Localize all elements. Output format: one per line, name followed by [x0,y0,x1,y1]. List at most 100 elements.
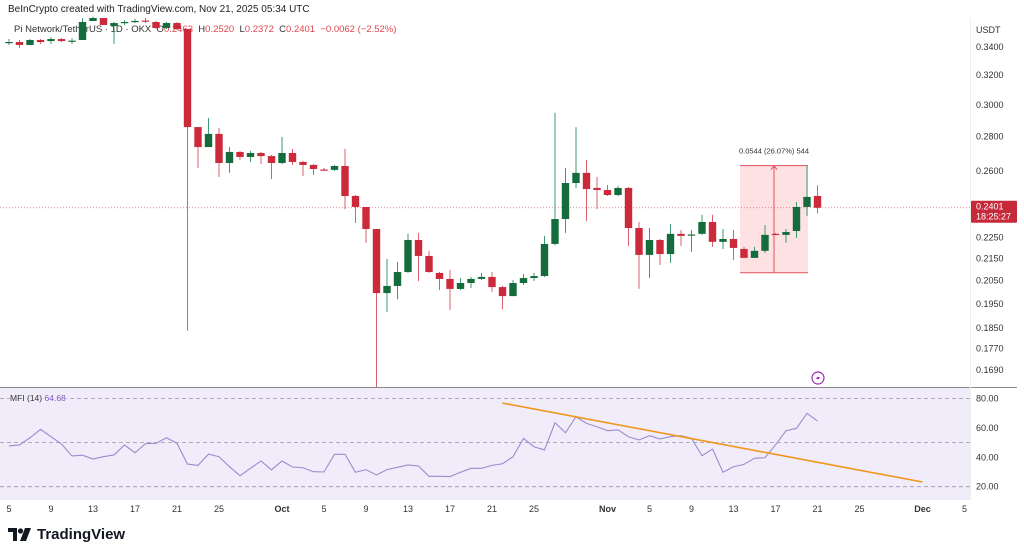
candle-body [803,196,811,207]
date-tick-label: 5 [6,504,11,514]
candle [414,232,423,281]
candle [708,214,717,247]
candle-body [593,187,601,190]
candle-body [761,234,769,251]
candle [761,224,769,253]
tradingview-logo[interactable]: TradingView [8,526,125,543]
date-tick-label: 5 [962,504,967,514]
candle-body [645,239,654,255]
candle-body [288,152,297,162]
price-tick-label: 0.2250 [976,233,1004,243]
candle-body [351,195,360,207]
candle-body [572,172,580,183]
date-tick-label: 5 [321,504,326,514]
candle [404,233,412,273]
date-tick-label: 13 [403,504,413,514]
date-tick-label: 13 [728,504,738,514]
price-chart[interactable]: 0.3400 0.3200 0.3000 0.2800 0.2600 0.2250 0.21… [0,0,1024,520]
candle [267,155,276,180]
candle-body [225,151,234,164]
price-tick-label: 0.1770 [976,344,1004,354]
candle-body [404,239,412,273]
candle [635,221,643,289]
flash-icon[interactable] [811,371,825,385]
candle [68,38,76,45]
tradingview-logo-icon [8,528,31,541]
candle-body [99,18,108,25]
candle [278,137,286,165]
date-tick-label: 9 [48,504,53,514]
candle [740,246,748,258]
candle [362,206,370,243]
candle-body [204,133,213,148]
mfi-tick-label: 20.00 [976,482,999,492]
candle [141,18,150,24]
candle-body [792,206,801,232]
current-price-label: 0.2401 18:25:27 [971,200,1017,223]
candle-body [141,20,150,22]
price-tick-label: 0.1690 [976,365,1004,375]
candle-body [194,127,202,148]
candle [729,229,738,261]
candle-body [383,285,391,294]
candle-body [110,23,118,27]
candle [498,285,507,310]
candle [152,20,160,30]
candle-body [719,238,727,242]
candle [78,18,87,40]
candle [593,177,601,210]
candle-body [435,272,444,279]
candle [99,18,108,25]
candle-body [120,22,129,24]
candle-body [26,39,34,45]
close-label: C [279,24,287,35]
candle [162,22,171,30]
candle [89,16,97,21]
candle-body [519,278,528,284]
date-tick-label: 25 [854,504,864,514]
candle [120,19,129,25]
date-tick-label: 13 [88,504,98,514]
candle-body [320,169,328,171]
candle-body [162,23,171,28]
candle-body [488,276,496,288]
candle [330,164,339,171]
candle [666,223,675,263]
candle [351,195,360,223]
candle-body [5,41,13,44]
candle [36,39,45,45]
candle [551,112,559,246]
candle [341,148,349,210]
candle-body [498,287,507,297]
mfi-title: MFI (14) [10,393,43,403]
price-tick-label: 0.2600 [976,166,1004,176]
mfi-pane-background [0,388,970,500]
candle [5,39,13,45]
candle [719,228,727,249]
candle [57,38,66,42]
date-tick-label: Dec [914,504,931,514]
high-value: 0.2520 [205,24,235,35]
candle-body [236,151,244,157]
date-tick-label: 25 [529,504,539,514]
date-tick-label: 21 [812,504,822,514]
candle [645,227,654,279]
candle [530,272,538,281]
price-tick-label: 0.1950 [976,299,1004,309]
candle-body [257,152,265,157]
candle-body [173,23,181,30]
candle [803,165,811,216]
candle-body [57,39,66,42]
mfi-legend[interactable]: MFI (14) 64.68 [10,393,66,403]
candle-body [131,20,139,23]
candle [771,232,780,236]
candle-body [456,283,465,289]
candle [309,164,318,176]
candle-body [708,221,717,242]
current-price-value: 0.2401 [976,202,1004,212]
candle-body [677,233,685,236]
candle-body [446,278,454,289]
candle [572,127,580,188]
candle-body [729,238,738,248]
candle-body [372,228,381,294]
